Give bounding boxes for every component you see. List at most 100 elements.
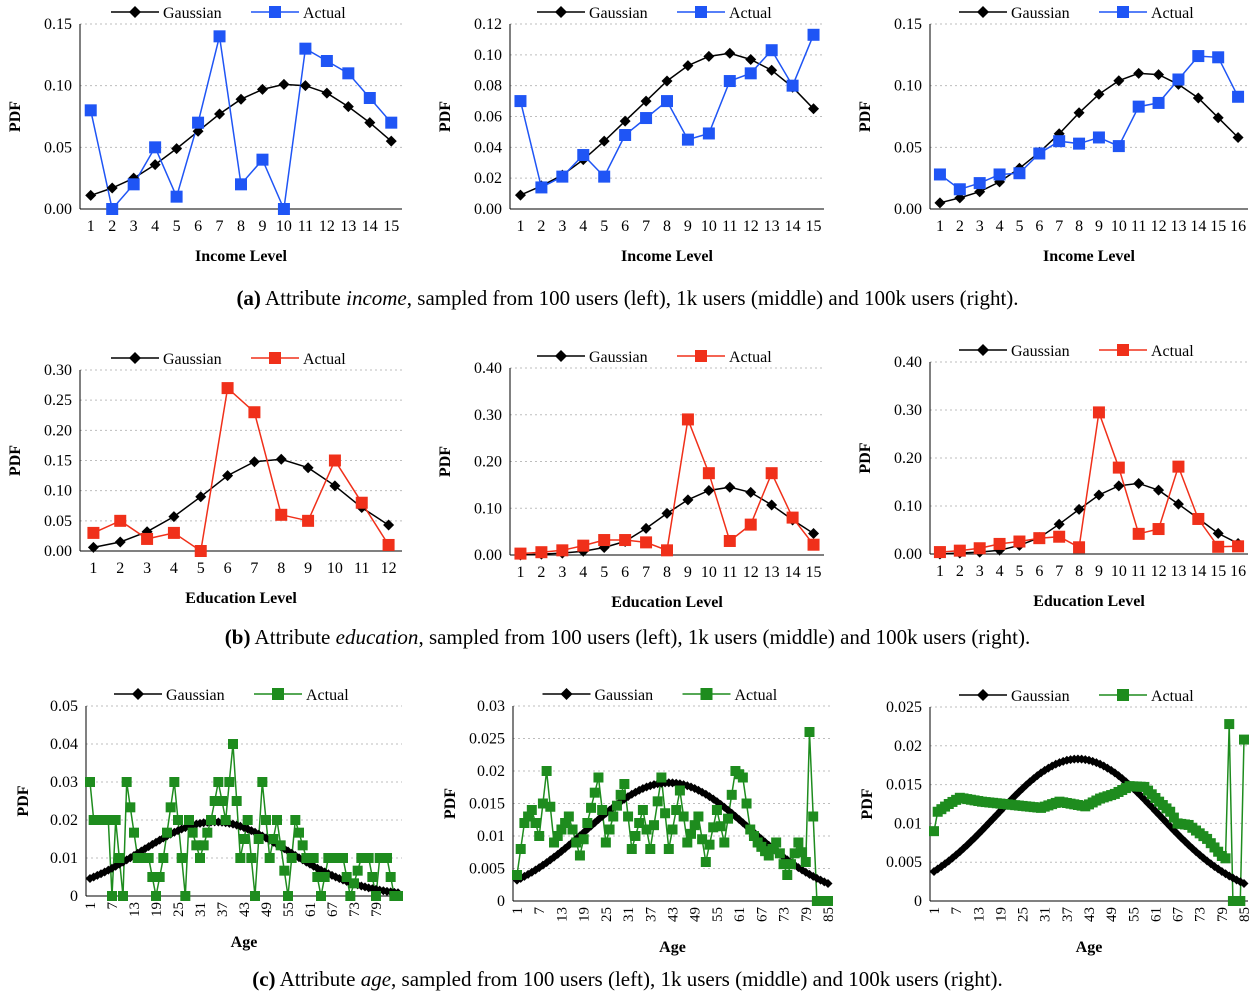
actual-point [275, 840, 286, 851]
x-tick-label: 7 [105, 902, 121, 910]
legend-gaussian-label: Gaussian [589, 5, 648, 22]
gaussian-point [745, 53, 757, 65]
actual-point [290, 815, 301, 825]
actual-point [1172, 460, 1185, 473]
actual-point [385, 872, 396, 882]
x-tick-label: 12 [319, 218, 335, 235]
legend-gaussian-label: Gaussian [163, 351, 222, 368]
actual-point [217, 796, 227, 806]
x-tick-label: 49 [259, 902, 275, 917]
x-tick-label: 9 [684, 218, 692, 235]
actual-point [652, 796, 663, 807]
x-tick-label: 12 [743, 564, 759, 581]
x-tick-label: 12 [1151, 218, 1167, 235]
x-tick-label: 31 [621, 907, 637, 922]
actual-point [151, 891, 161, 901]
legend-actual-label: Actual [1151, 343, 1194, 360]
actual-point [294, 827, 304, 838]
x-tick-label: 6 [621, 564, 629, 581]
x-tick-label: 7 [949, 907, 965, 915]
actual-point [574, 850, 585, 861]
actual-point [1073, 541, 1086, 554]
x-tick-label: 25 [171, 902, 187, 917]
y-tick-label: 0.005 [886, 854, 922, 871]
actual-point [577, 149, 590, 162]
actual-point [221, 382, 234, 395]
actual-point [719, 837, 730, 848]
actual-point [726, 789, 737, 800]
x-tick-label: 1 [936, 563, 944, 580]
legend-actual-marker [695, 6, 707, 18]
y-axis-title: PDF [442, 788, 459, 819]
caption-label: (c) [252, 967, 276, 991]
actual-point [84, 104, 97, 117]
caption-income: (a) Attribute income, sampled from 100 u… [0, 286, 1255, 311]
y-tick-label: 0.20 [894, 450, 922, 467]
y-tick-label: 0.00 [474, 547, 502, 564]
gaussian-line [933, 758, 1245, 885]
gaussian-point [248, 456, 260, 468]
actual-point [248, 406, 261, 419]
x-tick-label: 11 [354, 560, 369, 577]
x-tick-label: 37 [1060, 907, 1076, 923]
legend-actual-marker [695, 350, 707, 362]
actual-point [578, 834, 589, 845]
actual-point [118, 891, 128, 901]
actual-point [973, 542, 986, 555]
y-axis-title: PDF [7, 101, 24, 132]
x-tick-label: 61 [732, 907, 748, 922]
x-tick-label: 3 [558, 564, 566, 581]
x-tick-label: 13 [1170, 563, 1186, 580]
actual-point [1152, 96, 1165, 109]
x-tick-label: 25 [1016, 907, 1032, 922]
gaussian-point [235, 93, 247, 105]
actual-point [600, 837, 611, 848]
actual-point [341, 872, 352, 882]
actual-point [1212, 51, 1225, 64]
chart-income-2: 0.000.050.100.151 2 3 4 5 6 7 8 9 10 11 12 13 14 15 16I… [857, 5, 1248, 265]
gaussian-point [385, 135, 397, 147]
x-tick-label: 79 [369, 902, 385, 917]
actual-point [767, 844, 778, 854]
actual-point [312, 872, 323, 882]
actual-point [789, 848, 800, 859]
x-tick-label: 6 [224, 560, 232, 577]
actual-point [316, 891, 326, 901]
gaussian-point [808, 103, 820, 115]
actual-point [661, 95, 673, 108]
actual-point [804, 727, 815, 737]
x-tick-label: 9 [684, 564, 692, 581]
gaussian-point [1232, 131, 1244, 143]
actual-point [552, 831, 563, 841]
actual-point [711, 805, 722, 815]
actual-point [103, 815, 114, 825]
y-tick-label: 0.025 [469, 731, 505, 748]
actual-point [741, 798, 752, 809]
gaussian-point [222, 470, 234, 482]
y-tick-label: 0.15 [44, 453, 72, 470]
legend-actual-label: Actual [306, 687, 349, 704]
legend-actual-label: Actual [1151, 688, 1194, 705]
actual-point [1224, 719, 1235, 730]
x-tick-label: 6 [194, 218, 202, 235]
gaussian-point [1073, 107, 1085, 119]
gaussian-point [302, 462, 314, 474]
actual-point [641, 824, 652, 835]
y-tick-label: 0.10 [44, 483, 72, 500]
gaussian-line [939, 482, 1239, 555]
y-tick-label: 0.10 [474, 500, 502, 517]
legend-gaussian-label: Gaussian [1011, 5, 1070, 22]
x-tick-label: 1 [510, 907, 526, 915]
actual-point [702, 467, 715, 480]
actual-point [1232, 540, 1245, 553]
x-tick-label: 7 [642, 564, 650, 581]
actual-point [630, 831, 641, 841]
actual-point [723, 534, 736, 547]
actual-point [771, 837, 782, 848]
actual-point [514, 547, 527, 560]
x-tick-label: 10 [276, 218, 292, 235]
actual-point [261, 815, 271, 825]
x-tick-label: 3 [976, 563, 984, 580]
x-tick-label: 61 [1148, 907, 1164, 922]
actual-point [173, 815, 183, 825]
